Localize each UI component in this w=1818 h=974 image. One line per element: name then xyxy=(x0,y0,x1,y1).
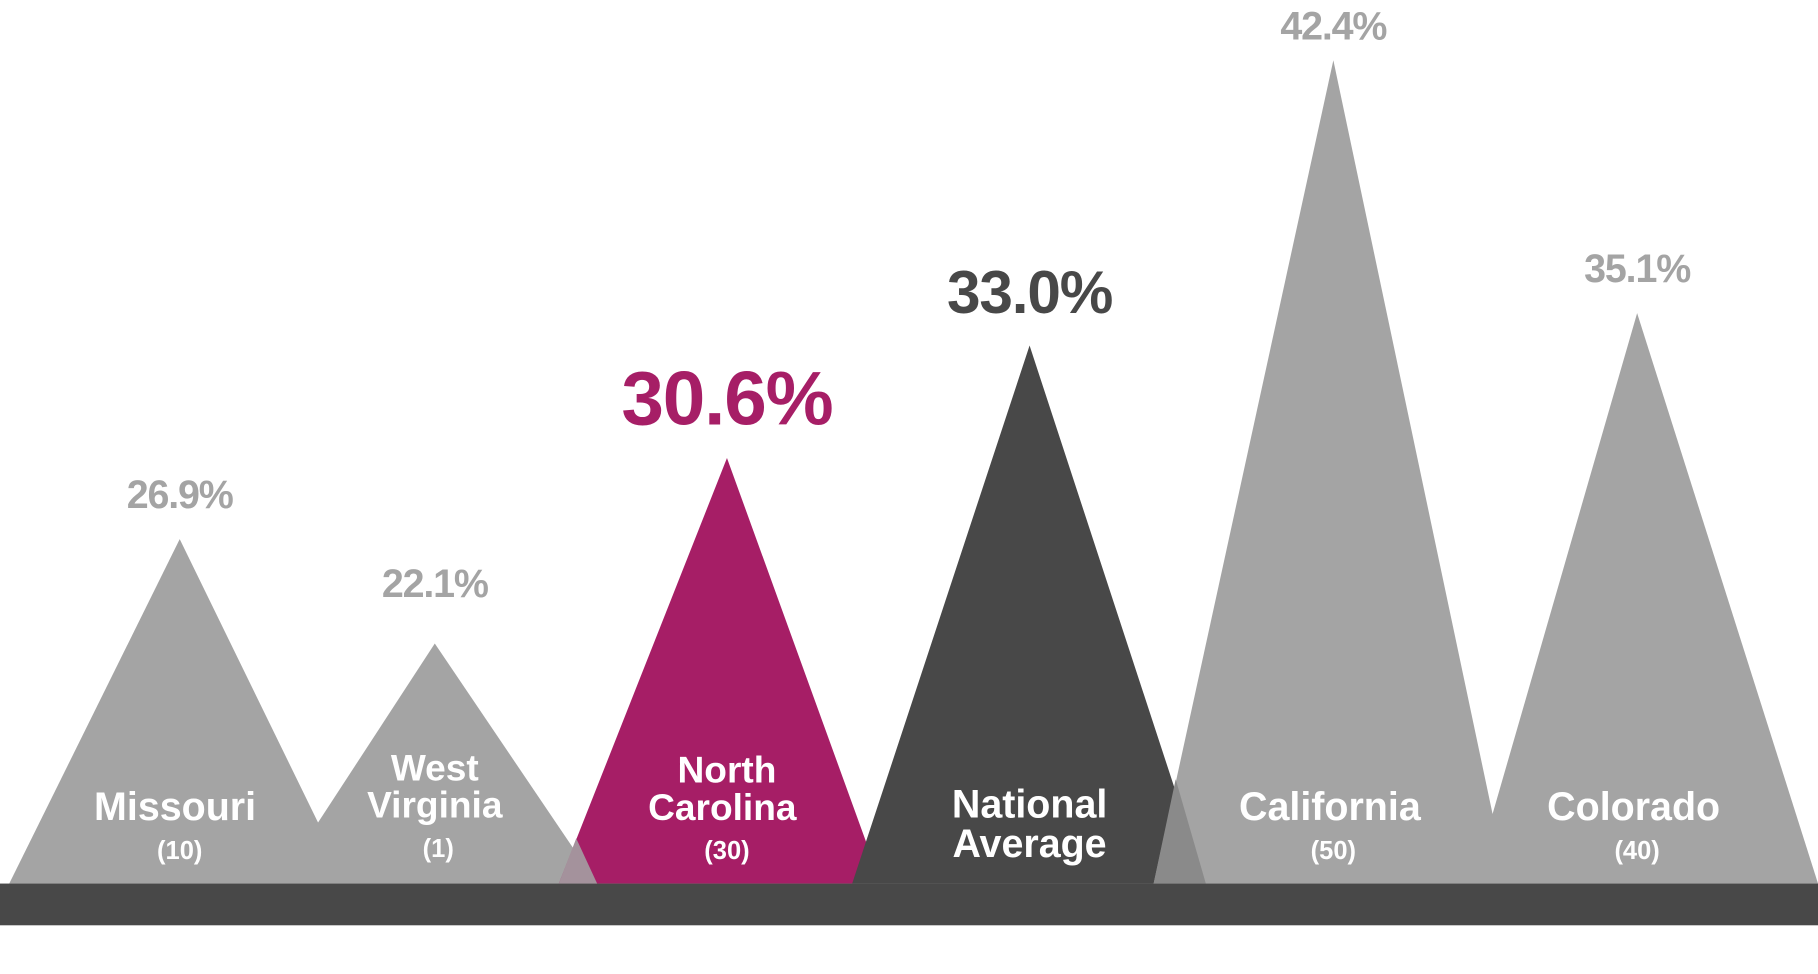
value-label-colorado: 35.1% xyxy=(1584,247,1690,291)
peak-overlap-2 xyxy=(1153,779,1206,884)
name-label-colorado: Colorado xyxy=(1547,785,1720,829)
value-label-national-average: 33.0% xyxy=(947,258,1113,326)
value-label-west-virginia: 22.1% xyxy=(382,562,488,606)
peak-colorado xyxy=(1472,313,1818,884)
peak-north-carolina xyxy=(558,458,882,884)
name-label-national-average-1: National xyxy=(952,782,1107,826)
name-label-california: California xyxy=(1239,785,1422,829)
peak-west-virginia xyxy=(278,643,598,884)
peak-overlap xyxy=(558,838,598,884)
value-label-california: 42.4% xyxy=(1280,4,1386,48)
rank-label-colorado: (40) xyxy=(1614,837,1659,865)
name-label-north-carolina-2: Carolina xyxy=(648,786,797,828)
name-label-west-virginia-1: West xyxy=(391,746,479,788)
value-label-missouri: 26.9% xyxy=(127,473,233,517)
rank-label-california: (50) xyxy=(1311,837,1356,865)
rank-label-west-virginia: (1) xyxy=(423,835,454,863)
name-label-north-carolina-1: North xyxy=(678,749,777,791)
rank-label-north-carolina: (30) xyxy=(704,837,749,865)
base-bar xyxy=(0,883,1818,926)
name-label-west-virginia-2: Virginia xyxy=(367,783,503,825)
rank-label-missouri: (10) xyxy=(157,837,202,865)
peak-missouri xyxy=(9,539,348,884)
name-label-national-average-2: Average xyxy=(953,822,1107,866)
value-label-north-carolina: 30.6% xyxy=(621,356,832,441)
peak-national-average xyxy=(852,345,1206,884)
name-label-missouri: Missouri xyxy=(94,785,256,829)
peak-california xyxy=(1153,60,1508,884)
